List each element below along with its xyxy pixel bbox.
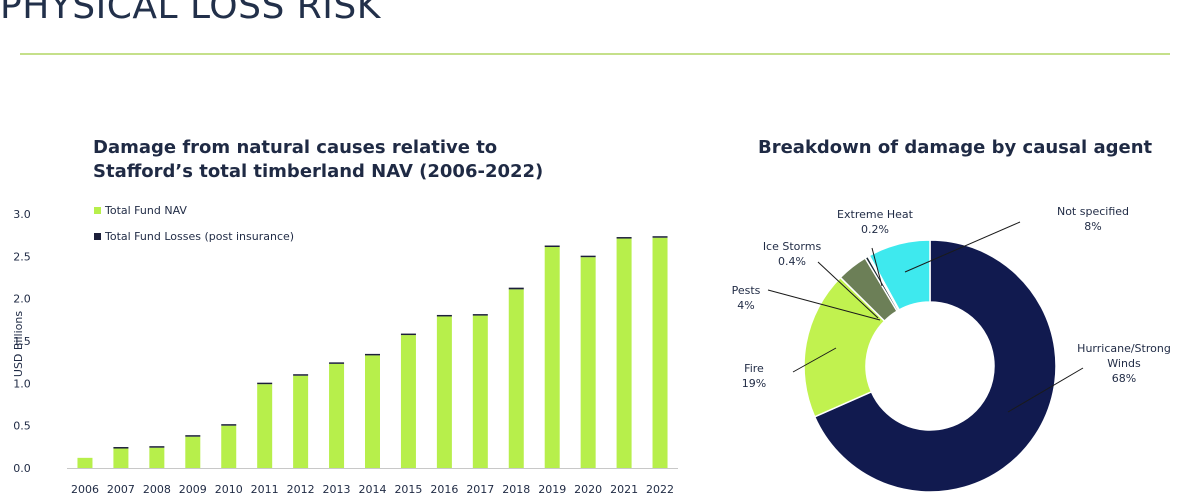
slice-label: Extreme Heat	[837, 208, 914, 221]
loss-bar	[113, 447, 129, 449]
x-tick-label: 2019	[538, 483, 566, 496]
y-tick-label: 0.0	[13, 462, 31, 475]
x-tick-label: 2009	[179, 483, 207, 496]
loss-bar	[652, 236, 668, 238]
x-tick-label: 2016	[430, 483, 458, 496]
slice-label: Hurricane/Strong Winds	[1077, 342, 1171, 370]
loss-bar	[400, 333, 416, 336]
x-tick-label: 2007	[107, 483, 135, 496]
x-tick-label: 2012	[287, 483, 315, 496]
loss-bar	[221, 424, 237, 426]
loss-bar	[293, 374, 309, 376]
x-tick-label: 2011	[251, 483, 279, 496]
title-divider	[20, 53, 1170, 55]
bar-chart: 0.0 0.5 1.0 1.5 2.0 2.5 3.0 USD Billions 2006 200…	[12, 204, 678, 496]
bar-chart-title: Damage from natural causes relative to S…	[93, 137, 544, 182]
nav-bar	[113, 448, 129, 468]
loss-bar	[472, 314, 488, 316]
x-tick-label: 2022	[646, 483, 674, 496]
loss-bar	[365, 353, 380, 356]
x-tick-label: 2017	[466, 483, 494, 496]
donut-slice	[868, 239, 931, 311]
slice-pct-label: 68%	[1112, 372, 1136, 385]
nav-bar	[544, 247, 560, 468]
loss-bar	[436, 314, 452, 317]
y-tick-label: 2.5	[13, 250, 31, 263]
loss-bar	[149, 446, 165, 448]
slice-label: Pests	[732, 284, 761, 297]
slice-pct-label: 4%	[737, 299, 754, 312]
legend-swatch	[94, 233, 101, 240]
nav-bar	[77, 457, 93, 468]
legend-swatch	[94, 207, 101, 214]
nav-bar	[652, 237, 668, 468]
nav-bar	[365, 355, 380, 468]
loss-bar	[185, 435, 201, 437]
nav-bar	[185, 436, 201, 468]
legend-label: Total Fund Losses (post insurance)	[104, 230, 294, 243]
leader-line	[767, 289, 881, 321]
nav-bar	[221, 425, 237, 468]
slice-pct-label: 19%	[742, 377, 766, 390]
leader-line	[1007, 367, 1084, 413]
slice-pct-label: 0.2%	[861, 223, 889, 236]
loss-bar	[257, 382, 273, 385]
loss-bar	[329, 362, 345, 364]
y-tick-label: 0.5	[13, 420, 31, 433]
slice-pct-label: 0.4%	[778, 255, 806, 268]
x-tick-label: 2010	[215, 483, 243, 496]
x-tick-label: 2008	[143, 483, 171, 496]
loss-bar	[580, 255, 596, 258]
y-tick-label: 1.5	[13, 335, 31, 348]
nav-bar	[616, 238, 632, 468]
slice-label: Ice Storms	[763, 240, 822, 253]
y-axis-label: USD Billions	[12, 311, 25, 377]
x-tick-label: 2015	[394, 483, 422, 496]
x-tick-label: 2006	[71, 483, 99, 496]
nav-bar	[508, 289, 524, 468]
y-tick-label: 2.0	[13, 293, 31, 306]
slice-pct-label: 8%	[1084, 220, 1101, 233]
leader-line	[904, 221, 1021, 273]
page-title: PHYSICAL LOSS RISK	[0, 0, 381, 27]
nav-bar	[293, 375, 309, 468]
nav-bar	[329, 363, 345, 468]
x-tick-label: 2018	[502, 483, 530, 496]
loss-bar	[616, 237, 632, 239]
y-tick-label: 3.0	[13, 208, 31, 221]
nav-bar	[400, 335, 416, 468]
legend-label: Total Fund NAV	[104, 204, 187, 217]
donut-slice	[803, 276, 886, 418]
leader-line	[817, 261, 879, 319]
loss-bar	[544, 245, 560, 248]
leader-line	[871, 247, 883, 287]
x-tick-label: 2021	[610, 483, 638, 496]
x-tick-label: 2014	[359, 483, 387, 496]
y-tick-label: 1.0	[13, 377, 31, 390]
donut-chart-title: Breakdown of damage by causal agent	[758, 137, 1153, 158]
donut-slice	[813, 239, 1057, 493]
nav-bar	[472, 315, 488, 468]
nav-bar	[580, 257, 596, 468]
nav-bar	[436, 316, 452, 468]
nav-bar	[149, 447, 165, 468]
loss-bar	[508, 287, 524, 290]
nav-bar	[257, 384, 273, 468]
x-tick-label: 2013	[323, 483, 351, 496]
slice-label: Fire	[744, 362, 764, 375]
slice-label: Not specified	[1057, 205, 1129, 218]
x-tick-label: 2020	[574, 483, 602, 496]
leader-line	[792, 347, 837, 373]
